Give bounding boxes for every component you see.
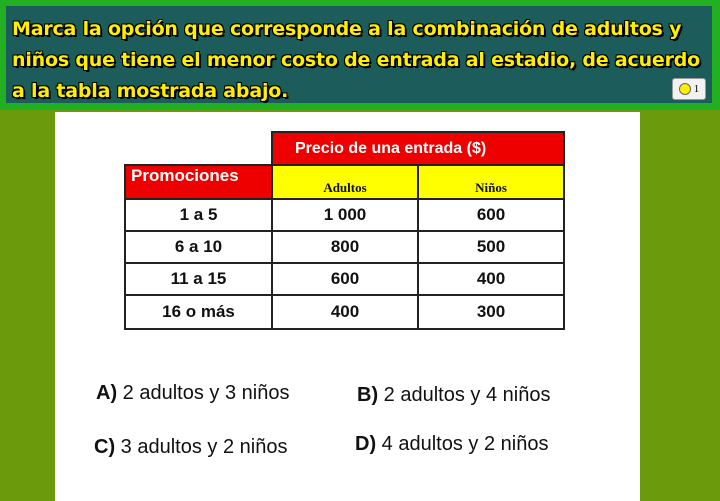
kids-cell: 300 xyxy=(417,294,565,330)
option-c[interactable]: C) 3 adultos y 2 niños xyxy=(94,436,287,459)
question-box: Marca la opción que corresponde a la com… xyxy=(6,6,712,103)
promo-cell: 16 o más xyxy=(124,294,273,330)
table-row: 11 a 15 600 400 xyxy=(124,262,565,296)
kids-cell: 500 xyxy=(417,230,565,264)
option-d[interactable]: D) 4 adultos y 2 niños xyxy=(355,433,548,456)
kids-cell: 600 xyxy=(417,198,565,232)
question-banner: Marca la opción que corresponde a la com… xyxy=(0,0,720,110)
option-letter: A) xyxy=(96,382,118,404)
option-letter: B) xyxy=(357,384,379,406)
table-row: 16 o más 400 300 xyxy=(124,294,565,330)
adults-cell: 400 xyxy=(271,294,419,330)
option-letter: D) xyxy=(355,433,377,455)
table-row: 6 a 10 800 500 xyxy=(124,230,565,264)
promo-cell: 1 a 5 xyxy=(124,198,273,232)
option-text: 3 adultos y 2 niños xyxy=(120,436,288,458)
price-table: Precio de una entrada ($) Promociones Adu… xyxy=(124,131,565,330)
option-letter: C) xyxy=(94,436,116,458)
promo-cell: 11 a 15 xyxy=(124,262,273,296)
option-text: 2 adultos y 3 niños xyxy=(122,382,290,404)
promo-header: Promociones xyxy=(124,164,273,200)
kids-cell: 400 xyxy=(417,262,565,296)
coin-icon xyxy=(678,83,691,95)
adults-cell: 1 000 xyxy=(271,198,419,232)
kids-header: Niños xyxy=(417,164,565,200)
price-header: Precio de una entrada ($) xyxy=(271,131,565,166)
promo-cell: 6 a 10 xyxy=(124,230,273,264)
counter-value: 1 xyxy=(693,83,700,95)
adults-header: Adultos xyxy=(271,164,419,200)
option-text: 4 adultos y 2 niños xyxy=(381,433,549,455)
adults-cell: 800 xyxy=(271,230,419,264)
attempt-counter: 1 xyxy=(672,78,706,100)
option-a[interactable]: A) 2 adultos y 3 niños xyxy=(96,382,289,405)
content-panel: Precio de una entrada ($) Promociones Adu… xyxy=(55,112,640,501)
option-text: 2 adultos y 4 niños xyxy=(383,384,551,406)
question-text: Marca la opción que corresponde a la com… xyxy=(12,18,701,102)
option-b[interactable]: B) 2 adultos y 4 niños xyxy=(357,384,550,407)
adults-cell: 600 xyxy=(271,262,419,296)
